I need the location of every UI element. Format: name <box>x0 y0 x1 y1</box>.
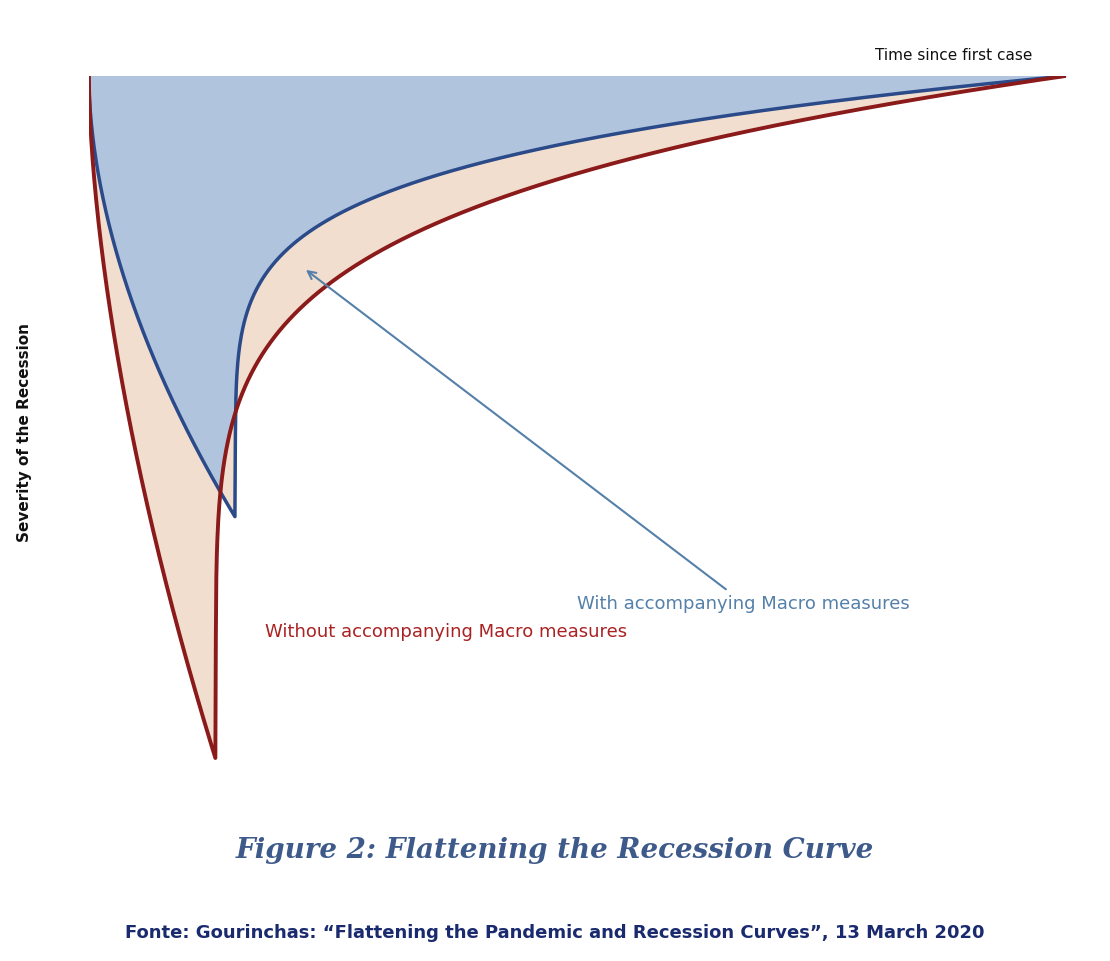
Text: Time since first case: Time since first case <box>875 47 1032 62</box>
Text: Fonte: Gourinchas: “Flattening the Pandemic and Recession Curves”, 13 March 2020: Fonte: Gourinchas: “Flattening the Pande… <box>125 923 985 941</box>
Text: With accompanying Macro measures: With accompanying Macro measures <box>307 272 910 612</box>
Text: Figure 2: Flattening the Recession Curve: Figure 2: Flattening the Recession Curve <box>235 836 875 863</box>
Text: Severity of the Recession: Severity of the Recession <box>17 323 32 542</box>
Text: Without accompanying Macro measures: Without accompanying Macro measures <box>264 623 627 641</box>
